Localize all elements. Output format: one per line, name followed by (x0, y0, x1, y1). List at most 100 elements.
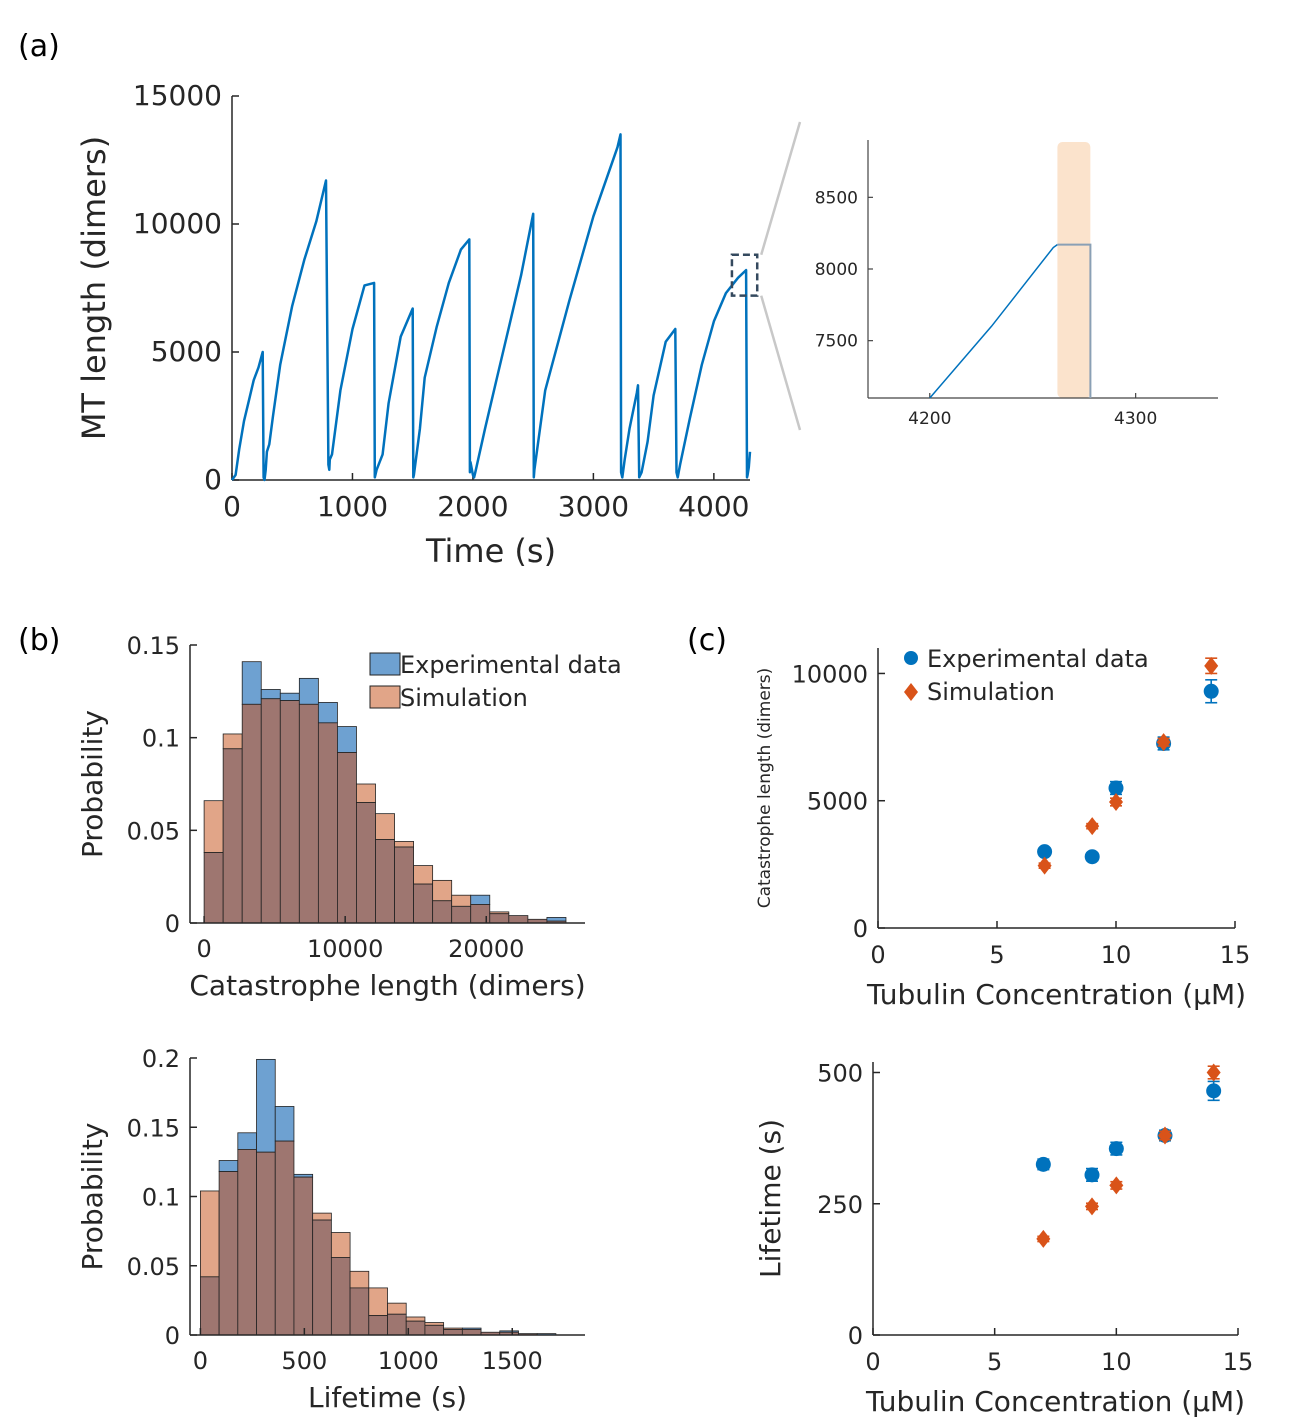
point-experimental (1203, 683, 1219, 699)
panel-label-b: (b) (18, 623, 60, 658)
bar-overlap (279, 700, 300, 924)
series-line-growth (929, 243, 1058, 399)
point-simulation (1109, 793, 1123, 811)
bar-experimental (470, 894, 491, 905)
bar-overlap (222, 748, 243, 924)
chart-c-catastrophe-length-scatter: 0 5 10 15 0 5000 10000 Tubulin Concentration (μ… (755, 645, 1250, 1011)
bar-experimental (256, 1058, 276, 1153)
y-tick-label: 0.05 (127, 1253, 180, 1281)
x-tick-label: 1000 (378, 1347, 439, 1375)
y-tick-label: 0 (165, 910, 180, 938)
bar-overlap (218, 1171, 239, 1336)
series-line-pause-drop (1057, 243, 1092, 398)
x-axis-title: Catastrophe length (dimers) (189, 969, 585, 1002)
legend-marker-simulation (904, 683, 918, 701)
y-tick-label: 8500 (815, 188, 858, 208)
x-tick-label: 10000 (307, 935, 383, 963)
point-experimental (1037, 844, 1053, 860)
bar-overlap (256, 1151, 276, 1336)
x-tick-label: 0 (193, 1347, 208, 1375)
x-tick-label: 500 (281, 1347, 327, 1375)
bar-overlap (349, 1287, 370, 1336)
x-tick-label: 5 (989, 941, 1004, 969)
bar-overlap (443, 1329, 463, 1336)
x-tick-label: 0 (223, 490, 241, 523)
x-tick-label: 15 (1223, 1348, 1254, 1376)
x-tick-label: 1500 (482, 1347, 543, 1375)
y-tick-label: 5000 (807, 788, 868, 816)
x-tick-label: 15 (1220, 941, 1251, 969)
x-tick-label: 4300 (1114, 409, 1157, 429)
bar-overlap (375, 839, 395, 924)
bar-experimental (241, 661, 262, 705)
y-tick-label: 250 (817, 1191, 863, 1219)
x-axis-title: Lifetime (s) (308, 1381, 467, 1414)
bar-simulation (199, 1190, 220, 1278)
legend-label-experimental: Experimental data (927, 645, 1149, 673)
bar-overlap (293, 1176, 314, 1336)
bar-overlap (241, 703, 262, 924)
highlight-pause-region (1057, 142, 1091, 398)
y-axis-title: Probability (76, 1122, 109, 1270)
bar-overlap (274, 1140, 295, 1336)
point-simulation (1085, 817, 1100, 836)
bar-overlap (312, 1219, 332, 1336)
bar-simulation (356, 783, 376, 803)
x-tick-label: 20000 (448, 935, 524, 963)
legend-swatch-experimental (369, 652, 401, 676)
bar-experimental (260, 689, 281, 700)
point-simulation (1085, 1197, 1099, 1216)
bar-experimental (274, 1106, 295, 1142)
y-tick-label: 0 (848, 1322, 863, 1350)
legend-marker-experimental (904, 651, 918, 665)
bar-simulation (222, 733, 243, 750)
y-axis-title: Catastrophe length (dimers) (755, 668, 775, 909)
bar-overlap (394, 846, 414, 924)
y-tick-label: 0.1 (142, 725, 180, 753)
y-tick-label: 0.05 (127, 817, 180, 845)
legend-label-experimental: Experimental data (400, 651, 622, 679)
bar-simulation (203, 800, 224, 853)
point-simulation (1156, 733, 1171, 752)
y-tick-label: 0.1 (142, 1184, 180, 1212)
series-line-mt-length (230, 133, 752, 482)
zoom-box (730, 253, 759, 297)
chart-a-zoom-inset: 4200 4300 7500 8000 8500 (815, 140, 1218, 429)
y-tick-label: 0.15 (127, 1114, 180, 1142)
bar-experimental (279, 692, 300, 701)
bar-overlap (317, 722, 338, 924)
point-experimental (1108, 780, 1124, 796)
bar-overlap (203, 852, 224, 924)
point-experimental (1108, 1141, 1124, 1157)
x-tick-label: 0 (865, 1348, 880, 1376)
point-experimental (1084, 849, 1100, 865)
bar-overlap (356, 802, 376, 924)
point-experimental (1206, 1083, 1222, 1099)
bar-simulation (394, 841, 414, 848)
chart-b-lifetime-histogram: 0 500 1000 1500 0 0.05 0.1 0.15 0.2 Lifetime (s) P… (76, 1045, 585, 1414)
bar-overlap (368, 1315, 388, 1336)
bar-experimental (237, 1132, 257, 1150)
bar-simulation (413, 865, 434, 885)
y-axis-title: Lifetime (s) (754, 1119, 787, 1278)
bar-overlap (432, 900, 453, 924)
bar-simulation (312, 1212, 332, 1221)
bar-simulation (405, 1316, 426, 1322)
y-tick-label: 7500 (815, 332, 858, 352)
bar-simulation (451, 894, 472, 907)
bar-overlap (237, 1149, 257, 1336)
x-tick-label: 4200 (908, 409, 951, 429)
bar-overlap (337, 752, 357, 924)
legend-swatch-simulation (369, 685, 401, 709)
bar-overlap (413, 883, 434, 924)
bar-experimental (317, 702, 338, 724)
bar-simulation (424, 1322, 445, 1326)
bar-overlap (199, 1276, 220, 1336)
x-tick-label: 3000 (558, 490, 629, 523)
point-simulation (1204, 656, 1219, 675)
y-tick-label: 0 (165, 1322, 180, 1350)
panel-label-c: (c) (687, 623, 727, 658)
bar-simulation (375, 813, 395, 840)
x-axis-title: Tubulin Concentration (μM) (865, 1385, 1245, 1418)
